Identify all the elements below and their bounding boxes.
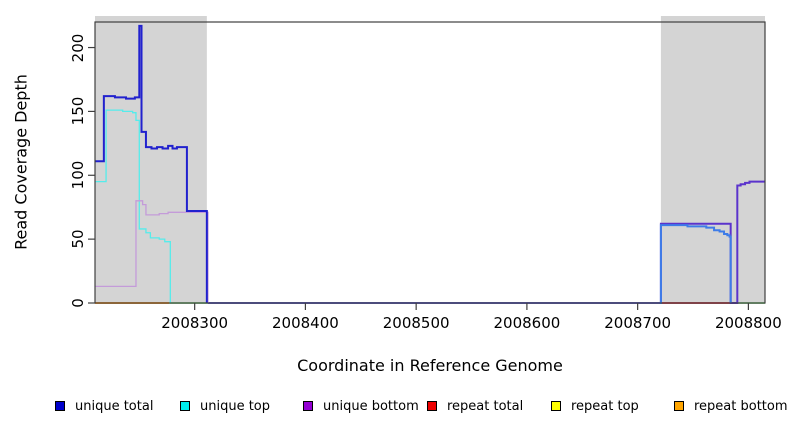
- y-tick-label: 200: [69, 33, 87, 62]
- series-unique-total-right-segment-: [659, 224, 732, 304]
- x-tick-label: 2008400: [272, 314, 339, 332]
- right-gray-band: [660, 16, 765, 303]
- y-tick-label: 50: [69, 229, 87, 249]
- legend-label: unique bottom: [323, 399, 419, 414]
- legend-swatch-icon: [180, 401, 190, 411]
- series-unique-bottom-left-segment-: [95, 200, 209, 303]
- x-tick-label: 2008700: [604, 314, 672, 332]
- legend-swatch-icon: [674, 401, 684, 411]
- series-unique-bottom-right-segment-: [659, 180, 765, 304]
- plot-box: [94, 21, 766, 304]
- legend-swatch-icon: [303, 401, 313, 411]
- y-tick-label: 0: [69, 298, 87, 308]
- legend-swatch-icon: [55, 401, 65, 411]
- x-tick-label: 2008500: [382, 314, 450, 332]
- x-axis-title: Coordinate in Reference Genome: [297, 356, 563, 375]
- series-unique-top: [95, 109, 171, 303]
- x-tick-label: 2008600: [493, 314, 561, 332]
- left-gray-band: [95, 16, 207, 303]
- series-unique-total-left-segment-: [95, 24, 208, 303]
- legend-swatch-icon: [551, 401, 561, 411]
- legend-label: repeat bottom: [694, 399, 788, 414]
- legend-label: repeat top: [571, 399, 639, 414]
- legend-label: unique total: [75, 399, 154, 414]
- legend-label: unique top: [200, 399, 271, 414]
- x-tick-label: 2008300: [161, 314, 229, 332]
- legend-swatch-icon: [427, 401, 437, 411]
- y-tick-label: 150: [69, 97, 87, 126]
- y-tick-label: 100: [69, 160, 87, 190]
- legend-label: repeat total: [447, 399, 524, 414]
- x-tick-label: 2008800: [714, 314, 782, 332]
- y-axis-title: Read Coverage Depth: [11, 74, 31, 250]
